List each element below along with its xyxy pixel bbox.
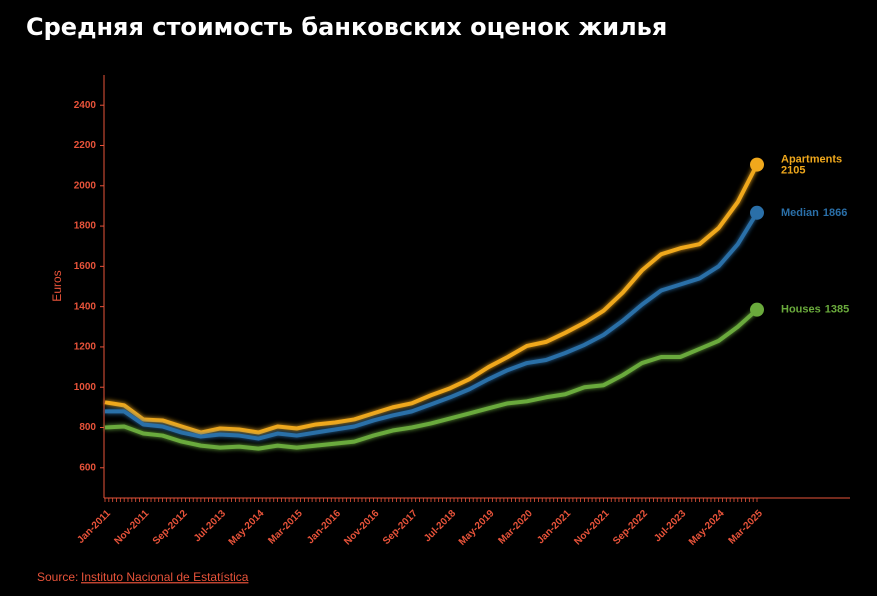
y-tick-label: 600 [79, 462, 96, 473]
x-tick-label: Jan-2021 [535, 508, 573, 546]
source-link[interactable]: Instituto Nacional de Estatística [81, 570, 249, 584]
x-tick-label: Sep-2012 [151, 508, 190, 547]
x-tick-label: Jul-2013 [192, 508, 228, 544]
y-axis-label: Euros [50, 270, 64, 301]
y-tick-label: 1000 [74, 382, 97, 393]
series-line [104, 308, 759, 451]
series-end-value: 1385 [825, 304, 849, 316]
y-tick-label: 2000 [74, 180, 97, 191]
end-dot [750, 205, 764, 220]
series-label: Houses 1385 [781, 304, 849, 316]
x-tick-label: Jan-2011 [75, 508, 113, 546]
x-tick-label: Nov-2011 [113, 508, 152, 547]
series-name: Apartments [781, 154, 842, 166]
x-tick-label: May-2014 [227, 508, 267, 548]
series-line [104, 163, 759, 435]
series-name: Houses [781, 304, 821, 316]
y-tick-label: 2200 [74, 140, 97, 151]
series-name: Median [781, 207, 819, 219]
series-label: Median 1866 [781, 207, 847, 219]
x-tick-label: Mar-2020 [496, 508, 535, 547]
end-dot [750, 302, 764, 317]
x-tick-label: Nov-2021 [572, 508, 612, 548]
x-tick-label: Mar-2015 [266, 508, 305, 547]
x-tick-label: May-2024 [687, 508, 727, 548]
end-dot [750, 157, 764, 172]
series-label: Apartments 2105 [781, 154, 842, 177]
series-end-value: 2105 [781, 165, 805, 177]
source-prefix: Source: [37, 570, 78, 584]
x-tick-label: Jul-2018 [422, 508, 458, 544]
x-tick-label: Jan-2016 [305, 508, 343, 546]
series-line [105, 211, 759, 441]
y-tick-label: 2400 [74, 100, 97, 111]
y-tick-label: 1800 [74, 221, 97, 232]
y-tick-label: 1600 [74, 261, 97, 272]
x-tick-label: Nov-2016 [342, 508, 382, 548]
x-tick-label: Sep-2022 [611, 508, 650, 547]
chart-title: Средняя стоимость банковских оценок жиль… [26, 13, 667, 41]
x-tick-label: Sep-2017 [381, 508, 420, 547]
series-end-value: 1866 [823, 207, 847, 219]
y-tick-label: 1200 [74, 342, 97, 353]
x-tick-label: Jul-2023 [652, 508, 688, 544]
y-tick-label: 800 [79, 422, 96, 433]
x-tick-label: May-2019 [457, 508, 497, 548]
y-tick-label: 1400 [74, 301, 97, 312]
x-tick-label: Mar-2025 [727, 508, 766, 547]
